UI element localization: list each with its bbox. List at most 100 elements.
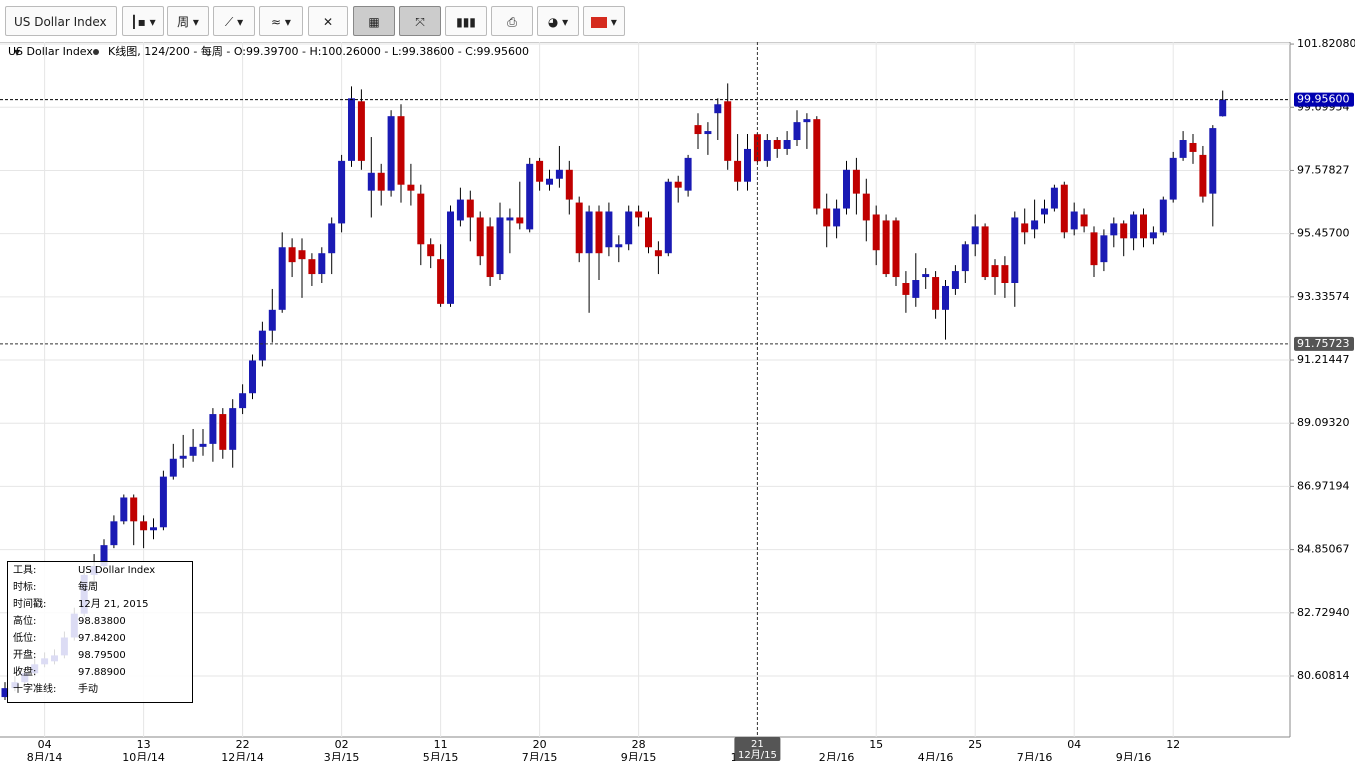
candle-body [377, 172, 385, 191]
candle-body [1120, 223, 1128, 239]
candle-body [1159, 199, 1167, 233]
candle-body [615, 244, 623, 248]
candle-body [902, 283, 910, 295]
candle-body [427, 244, 435, 257]
candle-body [734, 160, 742, 182]
candle-body [852, 169, 860, 194]
symbol-select[interactable]: US Dollar Index ▾ [5, 6, 117, 59]
candle-body [724, 101, 732, 161]
candle-body [318, 253, 326, 275]
info-value: US Dollar Index [78, 565, 155, 576]
symbol-text: US Dollar Index [14, 15, 107, 29]
info-value: 98.83800 [78, 616, 126, 627]
candle-body [1031, 220, 1039, 230]
candle-body [140, 521, 148, 531]
crosshair-day: 21 [751, 739, 764, 750]
candle-body [288, 247, 296, 263]
x-tick-month: 7月/16 [1017, 751, 1053, 761]
candle-body [239, 393, 247, 409]
candle-body [407, 184, 415, 191]
candle-body [546, 178, 553, 185]
x-tick-month: 5月/15 [423, 751, 459, 761]
last-price-label: 99.95600 [1297, 93, 1350, 106]
candle-body [942, 285, 949, 310]
language[interactable]: ▾ [583, 6, 625, 36]
candle-body [1169, 157, 1177, 200]
candle-body [862, 193, 870, 221]
candle-body [219, 414, 227, 450]
candle-body [892, 220, 900, 278]
chart-type[interactable]: ┃▪ ▾ [122, 6, 164, 36]
draw-tool[interactable]: ⟋ ▾ [213, 6, 255, 36]
clear-tool[interactable]: ✕ [308, 6, 348, 36]
candle-body [1110, 223, 1118, 236]
candle-body [199, 443, 207, 447]
print[interactable]: ⎙ [491, 6, 533, 36]
info-key: 工具: [13, 564, 36, 576]
candle-body [872, 214, 880, 251]
x-tick-label: 20 [533, 738, 547, 751]
info-key: 低位: [13, 631, 36, 644]
candle-body [912, 280, 920, 298]
theme[interactable]: ◕ ▾ [537, 6, 579, 36]
candle-body [486, 226, 494, 278]
candle-body [694, 125, 702, 135]
crosshair-toggle[interactable]: ▦ [353, 6, 395, 36]
candle-body [803, 119, 811, 123]
candle-body [1090, 232, 1098, 266]
y-tick-label: 86.97194 [1297, 479, 1350, 492]
crosshair-month: 12月/15 [738, 749, 777, 761]
last-price-tag [1294, 92, 1354, 107]
candle-body [575, 202, 583, 254]
candle-body [536, 160, 544, 182]
candle-body [506, 217, 514, 221]
candle-body [843, 169, 850, 209]
candle-body [783, 140, 791, 149]
candle-body [100, 545, 108, 567]
candle-body [654, 250, 662, 257]
candle-body [961, 244, 969, 272]
candle-body [555, 169, 563, 179]
candle-body [981, 226, 989, 278]
volume[interactable]: ▮▮▮ [445, 6, 487, 36]
y-tick-label: 80.60814 [1297, 669, 1350, 682]
candle-body [625, 211, 633, 245]
fullscreen[interactable]: ⤧ [399, 6, 441, 36]
x-tick-month: 4月/16 [918, 751, 954, 761]
candle-body [1199, 154, 1207, 197]
indicator-tool[interactable]: ≈ ▾ [259, 6, 303, 36]
info-value: 12月 21, 2015 [78, 598, 148, 610]
x-tick-month: 12月/14 [221, 751, 264, 761]
candle-body [367, 172, 375, 191]
candle-body [684, 157, 692, 191]
info-value: 98.79500 [78, 650, 126, 661]
x-tick-month: 3月/15 [324, 751, 360, 761]
candle-body [664, 181, 672, 254]
overlay [0, 42, 1290, 737]
candle-body [1060, 184, 1068, 233]
candle-body [773, 140, 781, 149]
candle-body [585, 211, 593, 254]
candle-body [922, 274, 930, 278]
info-box-frame [7, 561, 193, 703]
candle-body [1100, 235, 1108, 263]
candle-body [466, 199, 474, 218]
candle-body [565, 169, 573, 200]
info-value: 每周 [78, 580, 98, 593]
candle-body [150, 527, 157, 531]
candle-body [357, 101, 365, 161]
candle-body [308, 259, 316, 275]
candle-body [1209, 128, 1217, 194]
x-tick-label: 02 [335, 738, 349, 751]
header-info: K线图, 124/200 - 每周 - O:99.39700 - H:100.2… [108, 44, 529, 58]
crosshair-price-tag [1294, 336, 1354, 351]
y-tick-label: 82.72940 [1297, 606, 1350, 619]
y-tick-label: 89.09320 [1297, 416, 1350, 429]
candle-body [338, 160, 346, 224]
candle-body [763, 140, 771, 161]
period-select[interactable]: 周 ▾ [167, 6, 209, 36]
axis-bg [1290, 42, 1355, 761]
candle-body [813, 119, 821, 209]
x-tick-month: 8月/14 [27, 751, 63, 761]
